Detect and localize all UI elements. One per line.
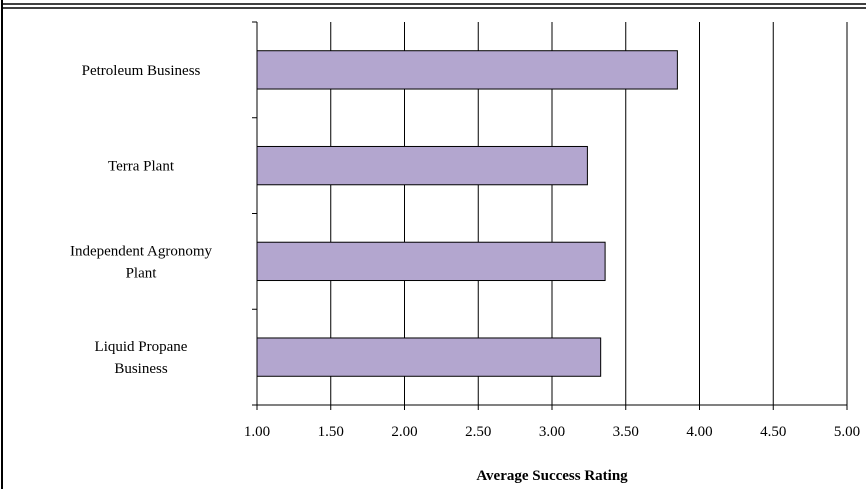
x-tick-label: 2.50 (465, 424, 491, 440)
category-label: Liquid Propane Business (95, 339, 188, 377)
x-axis-title: Average Success Rating (476, 468, 628, 484)
x-tick-label: 3.00 (539, 424, 565, 440)
axes (252, 21, 848, 410)
bars (256, 50, 678, 377)
x-tick-label: 1.00 (244, 424, 270, 440)
category-label: Petroleum Business (82, 63, 201, 79)
bar (256, 241, 606, 282)
x-tick-label: 1.50 (318, 424, 344, 440)
category-label: Independent Agronomy Plant (70, 243, 213, 281)
bar (256, 337, 602, 377)
x-tick-label: 4.50 (760, 424, 786, 440)
category-label-line: Terra Plant (108, 159, 175, 175)
x-tick-label: 4.00 (686, 424, 712, 440)
x-tick-label: 3.50 (613, 424, 639, 440)
bar (256, 145, 588, 186)
x-tick-label: 2.00 (391, 424, 417, 440)
category-label-line: Independent Agronomy (70, 243, 213, 259)
category-label-line: Liquid Propane (95, 339, 188, 355)
category-label-line: Petroleum Business (82, 63, 201, 79)
labels: 1.00 1.50 2.00 2.50 3.00 3.50 4.00 4.50 5.00 Petr… (70, 63, 860, 440)
category-label: Terra Plant (108, 159, 175, 175)
x-tick-label: 5.00 (834, 424, 860, 440)
bar (256, 50, 678, 90)
category-label-line: Plant (126, 265, 158, 281)
category-label-line: Business (114, 361, 168, 377)
